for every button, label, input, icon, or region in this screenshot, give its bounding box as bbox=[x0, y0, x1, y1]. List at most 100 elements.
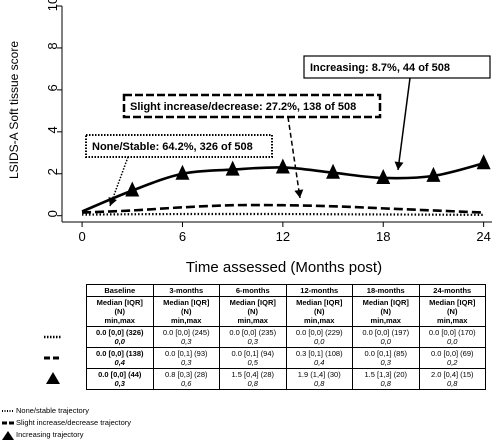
cell-median: 0.8 [0,3] (28) bbox=[164, 370, 208, 379]
cell-range: 0,5 bbox=[247, 358, 258, 367]
cell-range: 0,6 bbox=[181, 379, 192, 388]
table-cell: 2.0 [0,4] (15) 0,8 bbox=[418, 368, 486, 390]
table-cell: 0.8 [0,3] (28) 0,6 bbox=[152, 368, 220, 390]
cell-range: 0,8 bbox=[314, 379, 325, 388]
cell-median: 0.0 [0,1] (85) bbox=[364, 349, 408, 358]
row-key-dashed bbox=[20, 347, 87, 369]
col-header: 3-months bbox=[152, 284, 220, 297]
x-tick-label: 24 bbox=[476, 229, 490, 244]
callout-arrowhead bbox=[294, 189, 304, 198]
callout-arrowhead bbox=[394, 161, 404, 170]
subheader-cell: Median [IQR] (N) min,max bbox=[285, 296, 353, 327]
series-line-1 bbox=[82, 203, 484, 214]
cell-median: 0.0 [0,0] (326) bbox=[95, 328, 144, 337]
row-key-triangle bbox=[20, 368, 87, 390]
table-cell: 0.0 [0,1] (85) 0,3 bbox=[352, 347, 420, 369]
x-tick-label: 6 bbox=[179, 229, 186, 244]
col-header: Baseline bbox=[86, 284, 154, 297]
legend-label: None/stable trajectory bbox=[16, 406, 89, 415]
cell-range: 0,3 bbox=[247, 337, 258, 346]
subheader-cell: Median [IQR] (N) min,max bbox=[86, 296, 154, 327]
row-key-empty bbox=[20, 296, 87, 327]
x-tick-label: 12 bbox=[276, 229, 290, 244]
table-cell: 0.0 [0,0] (197) 0,0 bbox=[352, 326, 420, 348]
cell-range: 0,0 bbox=[314, 337, 325, 346]
subheader-cell: Median [IQR] (N) min,max bbox=[352, 296, 420, 327]
table-cell: 0.0 [0,0] (69) 0,2 bbox=[418, 347, 486, 369]
table-corner bbox=[20, 285, 87, 297]
cell-range: 0,8 bbox=[380, 379, 391, 388]
cell-median: 1.5 [1,3] (20) bbox=[364, 370, 408, 379]
table-row: 0.0 [0,0] (326) 0,0 0.0 [0,0] (245) 0,3 0.0 … bbox=[20, 326, 486, 348]
table-cell: 0.0 [0,1] (94) 0,5 bbox=[219, 347, 287, 369]
data-marker-triangle bbox=[125, 181, 140, 197]
cell-range: 0,0 bbox=[114, 337, 125, 346]
cell-median: 0.0 [0,0] (44) bbox=[98, 370, 142, 379]
data-marker-triangle bbox=[275, 158, 290, 174]
cell-range: 0,3 bbox=[181, 358, 192, 367]
subheader-cell: Median [IQR] (N) min,max bbox=[152, 296, 220, 327]
cell-median: 0.0 [0,0] (197) bbox=[362, 328, 410, 337]
table-cell: 0.0 [0,0] (326) 0,0 bbox=[86, 326, 154, 348]
callout-label: Slight increase/decrease: 27.2%, 138 of … bbox=[130, 101, 356, 113]
table-cell: 0.0 [0,0] (235) 0,3 bbox=[219, 326, 287, 348]
y-tick-label: 8 bbox=[45, 42, 60, 49]
cell-median: 0.0 [0,0] (69) bbox=[430, 349, 474, 358]
cell-range: 0,2 bbox=[447, 358, 458, 367]
y-tick-label: 4 bbox=[45, 126, 60, 133]
cell-range: 0,8 bbox=[447, 379, 458, 388]
col-header: 12-months bbox=[285, 284, 353, 297]
table-row: 0.0 [0,0] (138) 0,4 0.0 [0,1] (93) 0,3 0.0 [… bbox=[20, 347, 486, 369]
data-marker-triangle bbox=[376, 168, 391, 184]
table-cell: 0.0 [0,0] (138) 0,4 bbox=[86, 347, 154, 369]
cell-median: 2.0 [0,4] (15) bbox=[430, 370, 474, 379]
col-header: 18-months bbox=[352, 284, 420, 297]
table-header-row: Baseline 3-months 6-months 12-months 18-… bbox=[20, 284, 486, 297]
x-tick-label: 18 bbox=[376, 229, 390, 244]
chart-series bbox=[81, 154, 491, 216]
cell-median: 0.0 [0,0] (245) bbox=[162, 328, 210, 337]
col-header: 24-months bbox=[418, 284, 486, 297]
subheader-cell: Median [IQR] (N) min,max bbox=[418, 296, 486, 327]
legend-label: Increasing trajectory bbox=[16, 430, 84, 439]
y-tick-label: 6 bbox=[45, 84, 60, 91]
cell-median: 0.0 [0,1] (94) bbox=[231, 349, 275, 358]
table-cell: 1.5 [1,3] (20) 0,8 bbox=[352, 368, 420, 390]
table-cell: 0.0 [0,0] (245) 0,3 bbox=[152, 326, 220, 348]
data-marker-triangle bbox=[326, 163, 341, 179]
data-marker-triangle bbox=[426, 166, 441, 182]
cell-median: 0.3 [0,1] (108) bbox=[295, 349, 343, 358]
x-tick-label: 0 bbox=[78, 229, 85, 244]
table-subheader-row: Median [IQR] (N) min,max Median [IQR] (N)… bbox=[20, 296, 486, 327]
summary-table: Baseline 3-months 6-months 12-months 18-… bbox=[20, 284, 486, 390]
table-cell: 0.3 [0,1] (108) 0,4 bbox=[285, 347, 353, 369]
cell-median: 1.9 (1,4] (30) bbox=[297, 370, 341, 379]
cell-range: 0,3 bbox=[114, 379, 125, 388]
y-tick-label: 0 bbox=[45, 210, 60, 217]
cell-range: 0,8 bbox=[247, 379, 258, 388]
subheader-cell: Median [IQR] (N) min,max bbox=[219, 296, 287, 327]
data-marker-triangle bbox=[225, 160, 240, 176]
callout-box bbox=[303, 55, 491, 79]
data-marker-triangle bbox=[476, 154, 491, 170]
table-cell: 1.5 [0,4] (28) 0,8 bbox=[219, 368, 287, 390]
x-axis-label: Time assessed (Months post) bbox=[186, 259, 382, 276]
callout-arrow bbox=[287, 116, 301, 199]
legend-label: Slight increase/decrease trajectory bbox=[16, 418, 132, 427]
y-tick-label: 2 bbox=[45, 168, 60, 175]
chart-callouts: Increasing: 8.7%, 44 of 508 Slight increa… bbox=[85, 55, 491, 207]
callout-label: Increasing: 8.7%, 44 of 508 bbox=[310, 62, 450, 74]
cell-range: 0,4 bbox=[114, 358, 125, 367]
table-cell: 0.0 [0,1] (93) 0,3 bbox=[152, 347, 220, 369]
cell-median: 0.0 [0,0] (235) bbox=[229, 328, 277, 337]
cell-range: 0,3 bbox=[181, 337, 192, 346]
table-row: 0.0 [0,0] (44) 0,3 0.8 [0,3] (28) 0,6 1.5 [0… bbox=[20, 368, 486, 390]
cell-range: 0,4 bbox=[314, 358, 325, 367]
table-cell: 0.0 [0,0] (44) 0,3 bbox=[86, 368, 154, 390]
cell-median: 1.5 [0,4] (28) bbox=[231, 370, 275, 379]
data-marker-triangle bbox=[175, 164, 190, 180]
cell-median: 0.0 [0,1] (93) bbox=[164, 349, 208, 358]
cell-range: 0,3 bbox=[380, 358, 391, 367]
